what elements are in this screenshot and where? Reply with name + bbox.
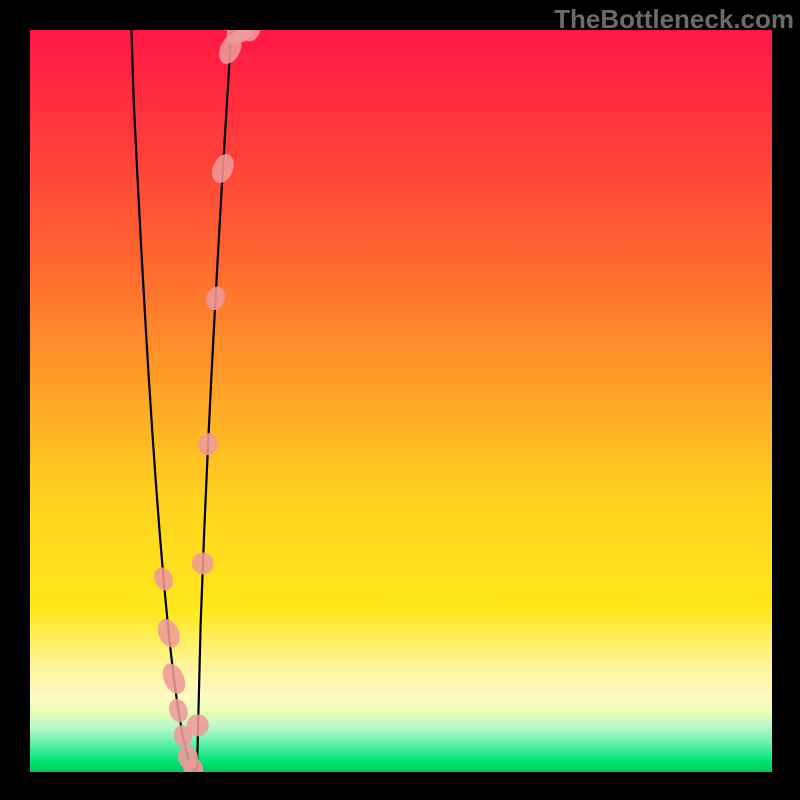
chart-root: TheBottleneck.com bbox=[0, 0, 800, 800]
gradient-background bbox=[30, 30, 772, 772]
watermark-text: TheBottleneck.com bbox=[554, 4, 794, 35]
curve-marker bbox=[187, 714, 209, 736]
bottleneck-chart-svg bbox=[30, 30, 772, 772]
